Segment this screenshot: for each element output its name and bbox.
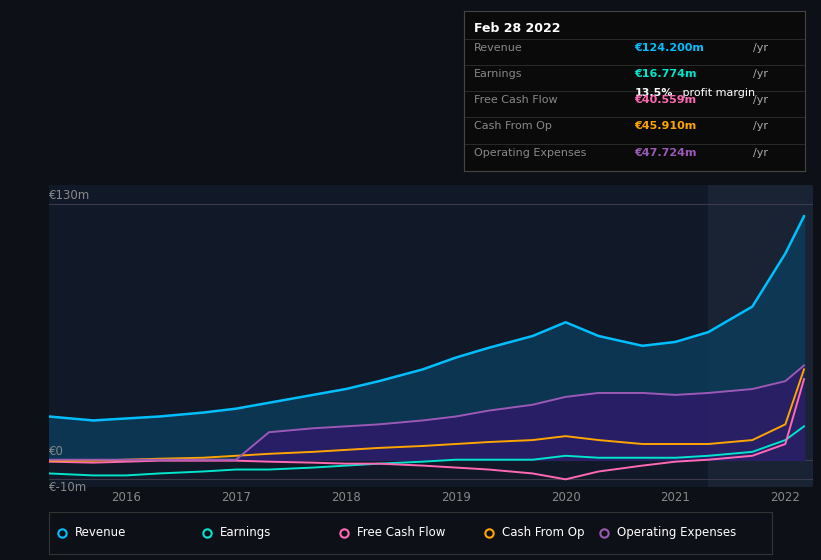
Text: Operating Expenses: Operating Expenses	[474, 148, 586, 158]
Text: €130m: €130m	[49, 189, 90, 203]
Text: /yr: /yr	[754, 148, 768, 158]
Text: Earnings: Earnings	[220, 526, 271, 539]
Text: profit margin: profit margin	[678, 88, 754, 98]
Text: 13.5%: 13.5%	[635, 88, 672, 98]
Text: Revenue: Revenue	[76, 526, 126, 539]
Text: Earnings: Earnings	[474, 69, 523, 78]
Text: /yr: /yr	[754, 122, 768, 132]
Text: Free Cash Flow: Free Cash Flow	[357, 526, 446, 539]
Text: Free Cash Flow: Free Cash Flow	[474, 95, 557, 105]
Text: €47.724m: €47.724m	[635, 148, 697, 158]
Text: /yr: /yr	[754, 69, 768, 78]
Text: €16.774m: €16.774m	[635, 69, 697, 78]
Text: Feb 28 2022: Feb 28 2022	[474, 22, 561, 35]
Bar	[709, 185, 813, 487]
Text: Revenue: Revenue	[474, 43, 523, 53]
Text: /yr: /yr	[754, 95, 768, 105]
Text: /yr: /yr	[754, 43, 768, 53]
Text: €0: €0	[49, 445, 64, 458]
Text: Operating Expenses: Operating Expenses	[617, 526, 736, 539]
Text: €-10m: €-10m	[49, 481, 88, 494]
Text: €124.200m: €124.200m	[635, 43, 704, 53]
Text: Cash From Op: Cash From Op	[502, 526, 584, 539]
Text: €40.559m: €40.559m	[635, 95, 696, 105]
Text: Cash From Op: Cash From Op	[474, 122, 552, 132]
Text: €45.910m: €45.910m	[635, 122, 696, 132]
